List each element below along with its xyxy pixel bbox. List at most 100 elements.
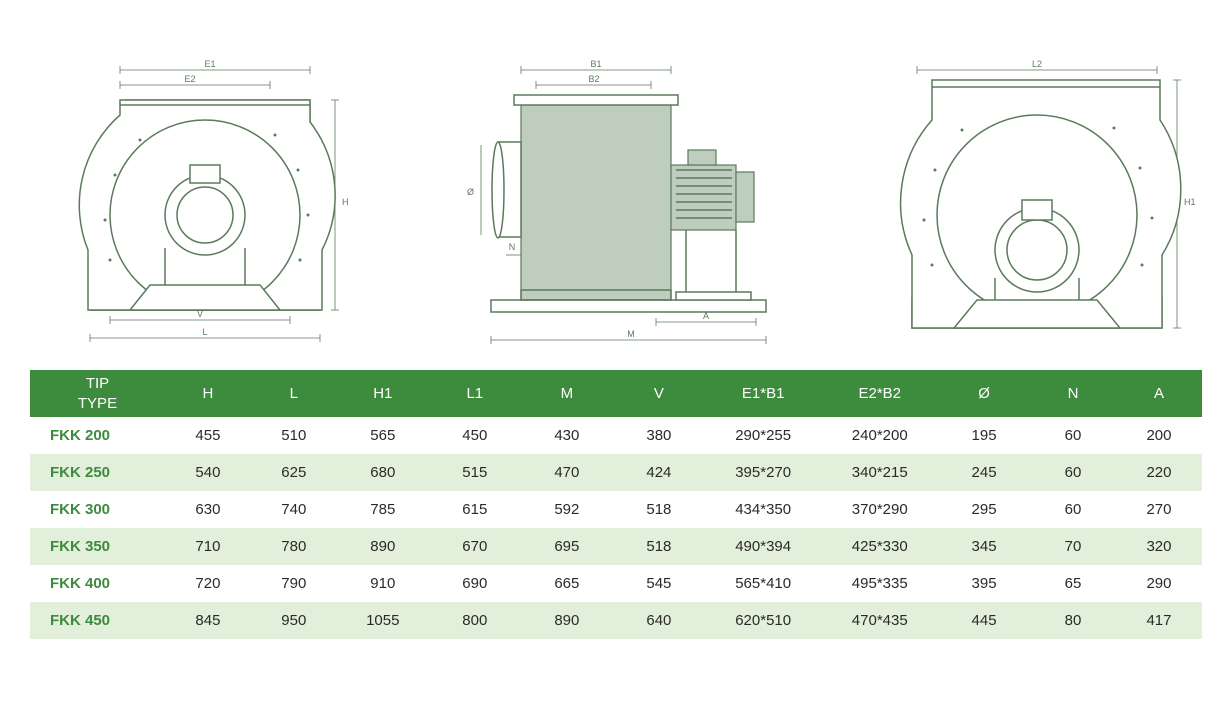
table-row: FKK 300630740785615592518434*350370*2902… xyxy=(30,491,1202,528)
dim-label-b2: B2 xyxy=(588,74,599,84)
value-cell: 445 xyxy=(938,602,1030,639)
value-cell: 518 xyxy=(613,528,705,565)
type-cell: FKK 400 xyxy=(30,565,165,602)
value-cell: 65 xyxy=(1030,565,1116,602)
dim-label-h1: H1 xyxy=(1184,197,1196,207)
dim-label-m: M xyxy=(627,329,635,339)
value-cell: 417 xyxy=(1116,602,1202,639)
value-cell: 295 xyxy=(938,491,1030,528)
value-cell: 615 xyxy=(429,491,521,528)
col-header: M xyxy=(521,370,613,417)
value-cell: 518 xyxy=(613,491,705,528)
value-cell: 60 xyxy=(1030,417,1116,454)
value-cell: 720 xyxy=(165,565,251,602)
technical-drawings: E1 E2 H V L xyxy=(30,10,1202,350)
col-header: H1 xyxy=(337,370,429,417)
value-cell: 800 xyxy=(429,602,521,639)
table-row: FKK 200455510565450430380290*255240*2001… xyxy=(30,417,1202,454)
col-header: L1 xyxy=(429,370,521,417)
col-header: A xyxy=(1116,370,1202,417)
value-cell: 60 xyxy=(1030,491,1116,528)
value-cell: 345 xyxy=(938,528,1030,565)
dim-label-h: H xyxy=(342,197,349,207)
dim-label-l: L xyxy=(202,327,207,337)
value-cell: 780 xyxy=(251,528,337,565)
col-header: Ø xyxy=(938,370,1030,417)
value-cell: 490*394 xyxy=(705,528,822,565)
type-cell: FKK 350 xyxy=(30,528,165,565)
value-cell: 565 xyxy=(337,417,429,454)
value-cell: 424 xyxy=(613,454,705,491)
value-cell: 450 xyxy=(429,417,521,454)
value-cell: 395 xyxy=(938,565,1030,602)
value-cell: 670 xyxy=(429,528,521,565)
value-cell: 845 xyxy=(165,602,251,639)
value-cell: 950 xyxy=(251,602,337,639)
value-cell: 690 xyxy=(429,565,521,602)
value-cell: 640 xyxy=(613,602,705,639)
diagram-front-view: E1 E2 H V L xyxy=(30,50,370,350)
value-cell: 625 xyxy=(251,454,337,491)
col-header: H xyxy=(165,370,251,417)
value-cell: 425*330 xyxy=(821,528,938,565)
dim-label-e1: E1 xyxy=(204,59,215,69)
value-cell: 785 xyxy=(337,491,429,528)
dim-label-l2: L2 xyxy=(1032,59,1042,69)
dim-label-n: N xyxy=(509,242,516,252)
col-header: E1*B1 xyxy=(705,370,822,417)
value-cell: 680 xyxy=(337,454,429,491)
table-header-row: TIP TYPE HLH1L1MVE1*B1E2*B2ØNA xyxy=(30,370,1202,417)
dimensions-table: TIP TYPE HLH1L1MVE1*B1E2*B2ØNA FKK 20045… xyxy=(30,370,1202,639)
value-cell: 80 xyxy=(1030,602,1116,639)
value-cell: 245 xyxy=(938,454,1030,491)
value-cell: 910 xyxy=(337,565,429,602)
value-cell: 270 xyxy=(1116,491,1202,528)
value-cell: 290*255 xyxy=(705,417,822,454)
value-cell: 1055 xyxy=(337,602,429,639)
value-cell: 630 xyxy=(165,491,251,528)
type-header-line1: TIP xyxy=(34,374,161,394)
value-cell: 592 xyxy=(521,491,613,528)
dim-label-diam: Ø xyxy=(467,187,474,197)
value-cell: 380 xyxy=(613,417,705,454)
value-cell: 320 xyxy=(1116,528,1202,565)
type-cell: FKK 250 xyxy=(30,454,165,491)
value-cell: 695 xyxy=(521,528,613,565)
dim-label-b1: B1 xyxy=(590,59,601,69)
value-cell: 240*200 xyxy=(821,417,938,454)
value-cell: 434*350 xyxy=(705,491,822,528)
diagram-rear-view: L2 H1 xyxy=(862,50,1202,350)
value-cell: 200 xyxy=(1116,417,1202,454)
value-cell: 510 xyxy=(251,417,337,454)
value-cell: 565*410 xyxy=(705,565,822,602)
col-header: L xyxy=(251,370,337,417)
value-cell: 620*510 xyxy=(705,602,822,639)
table-row: FKK 4508459501055800890640620*510470*435… xyxy=(30,602,1202,639)
value-cell: 545 xyxy=(613,565,705,602)
value-cell: 790 xyxy=(251,565,337,602)
value-cell: 370*290 xyxy=(821,491,938,528)
value-cell: 395*270 xyxy=(705,454,822,491)
value-cell: 470 xyxy=(521,454,613,491)
value-cell: 665 xyxy=(521,565,613,602)
value-cell: 455 xyxy=(165,417,251,454)
value-cell: 495*335 xyxy=(821,565,938,602)
type-cell: FKK 300 xyxy=(30,491,165,528)
col-header: E2*B2 xyxy=(821,370,938,417)
value-cell: 430 xyxy=(521,417,613,454)
table-row: FKK 350710780890670695518490*394425*3303… xyxy=(30,528,1202,565)
table-row: FKK 400720790910690665545565*410495*3353… xyxy=(30,565,1202,602)
value-cell: 60 xyxy=(1030,454,1116,491)
value-cell: 340*215 xyxy=(821,454,938,491)
value-cell: 540 xyxy=(165,454,251,491)
col-header: V xyxy=(613,370,705,417)
value-cell: 890 xyxy=(337,528,429,565)
value-cell: 890 xyxy=(521,602,613,639)
col-header: N xyxy=(1030,370,1116,417)
value-cell: 740 xyxy=(251,491,337,528)
value-cell: 515 xyxy=(429,454,521,491)
value-cell: 220 xyxy=(1116,454,1202,491)
type-cell: FKK 200 xyxy=(30,417,165,454)
diagram-side-view: B1 B2 Ø N A M xyxy=(436,50,796,350)
table-row: FKK 250540625680515470424395*270340*2152… xyxy=(30,454,1202,491)
